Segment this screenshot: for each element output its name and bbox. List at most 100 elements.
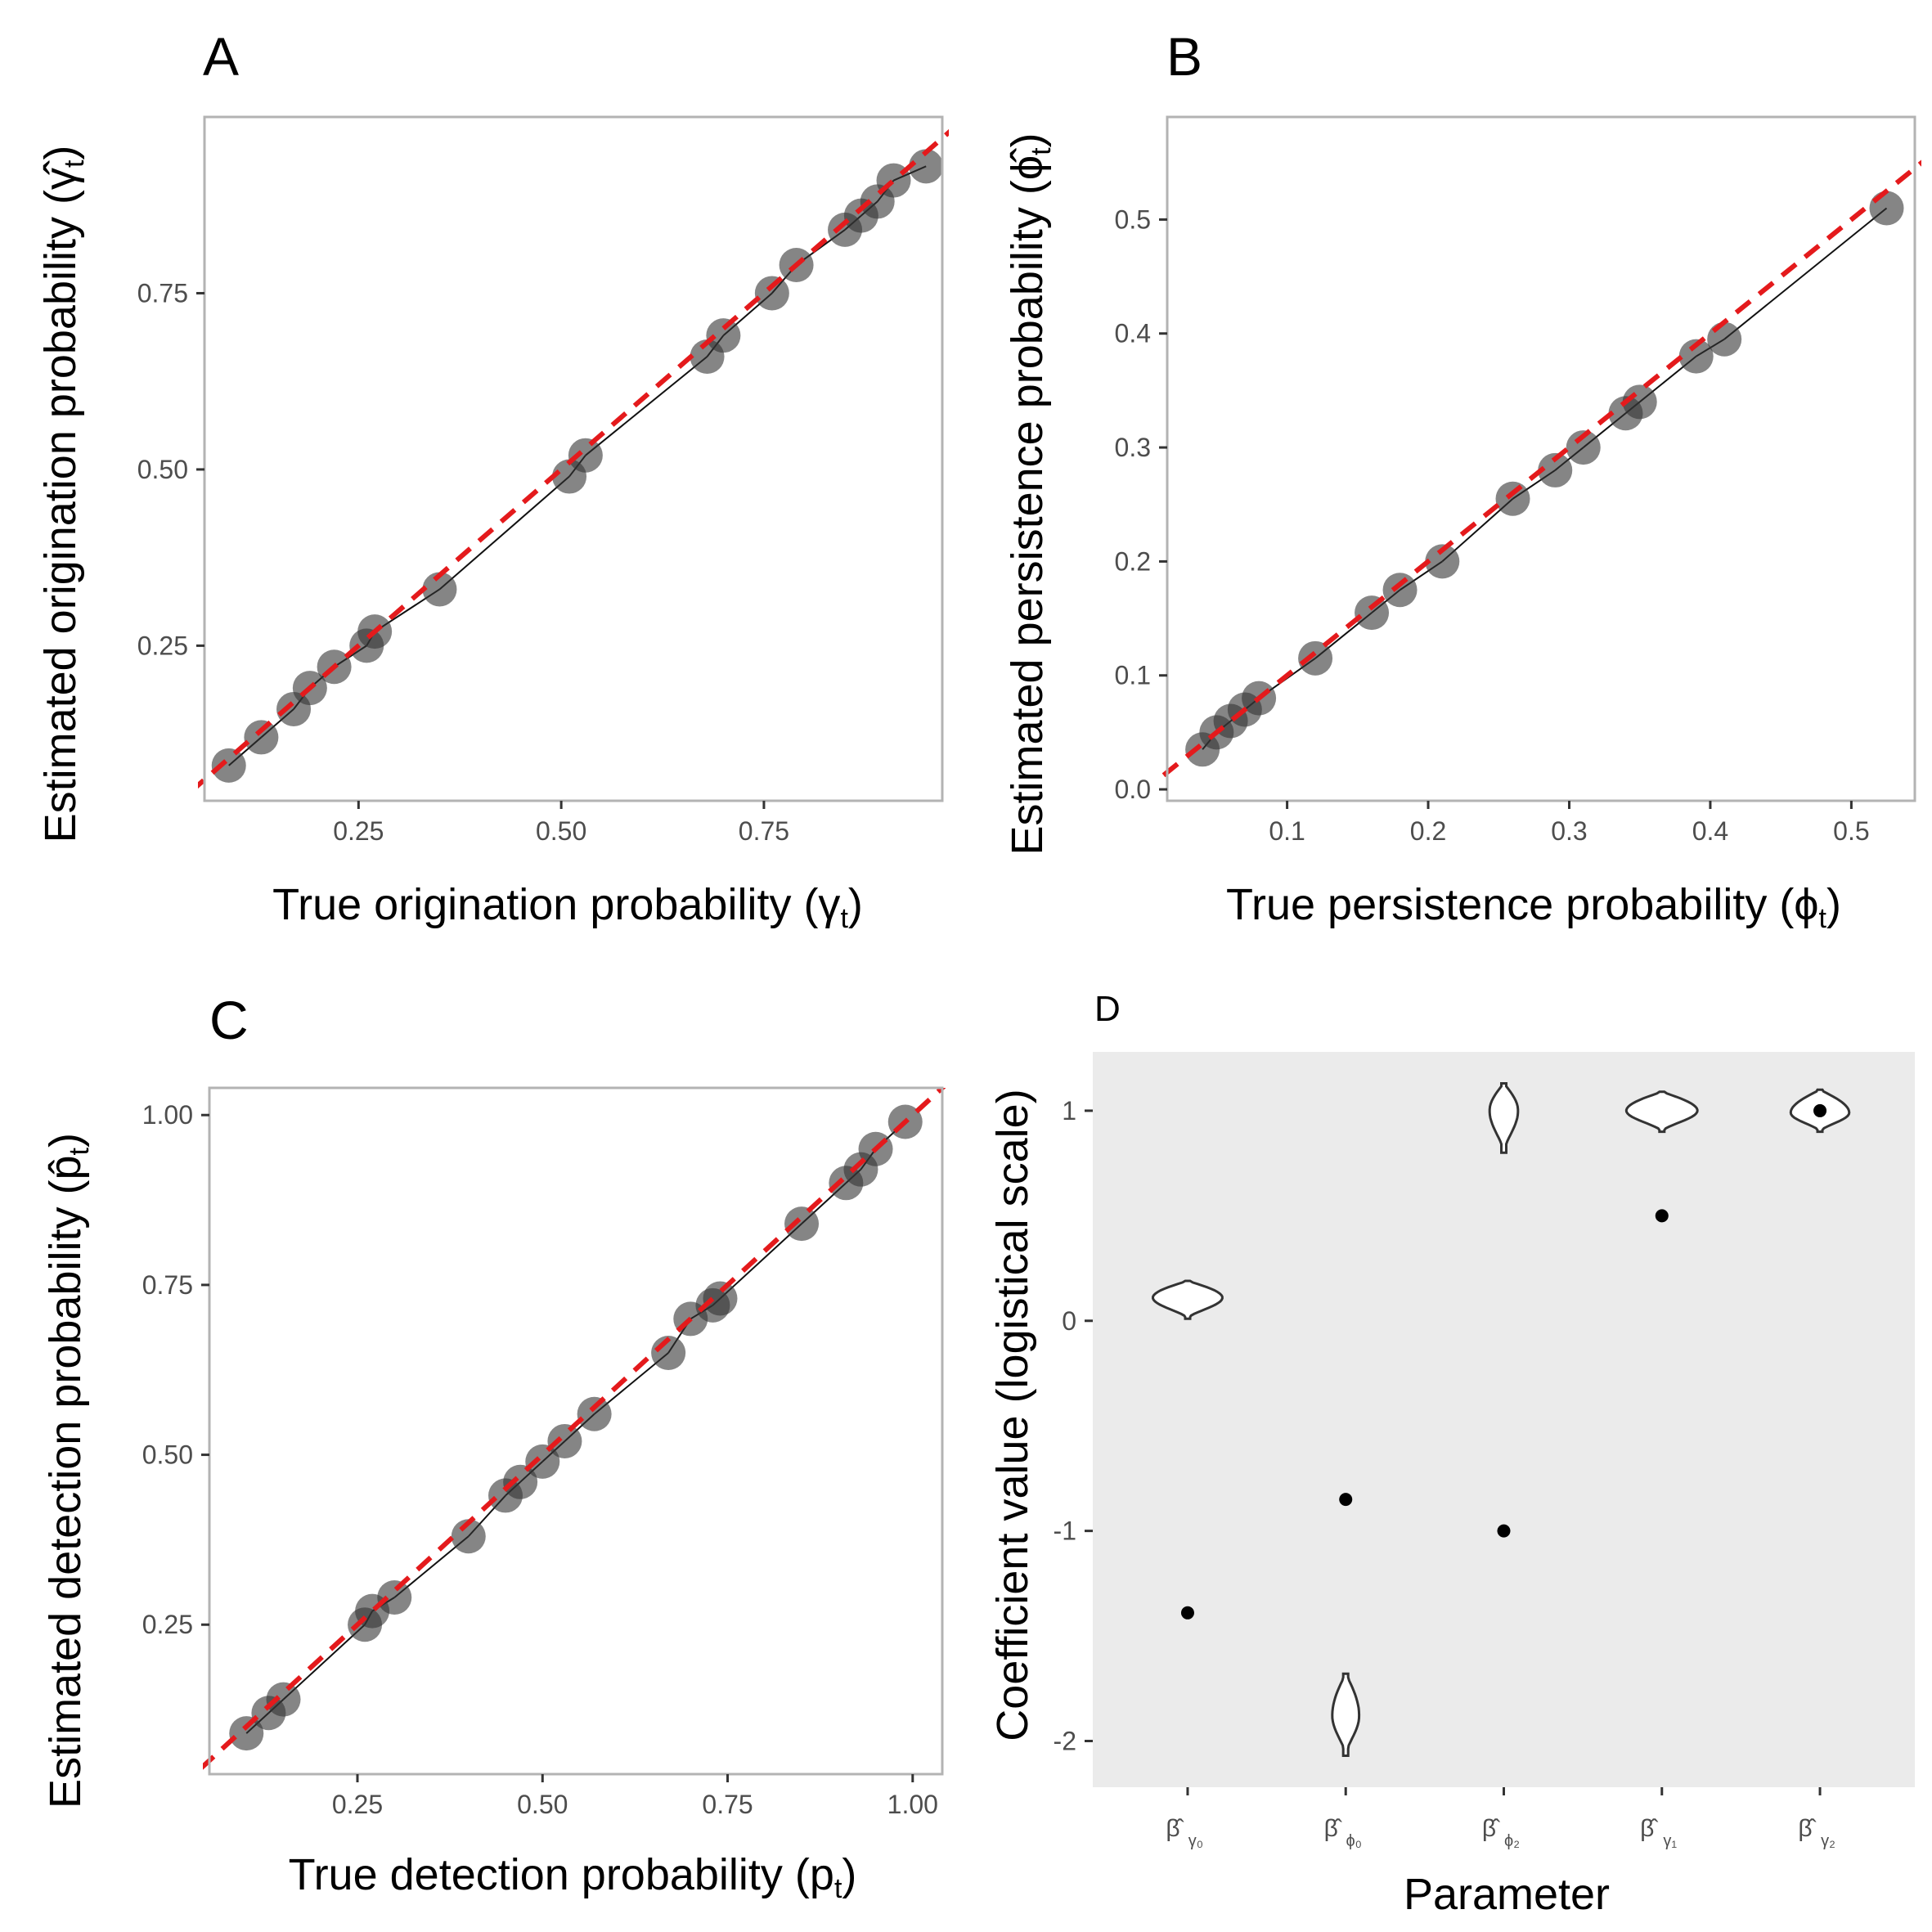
data-point <box>1538 452 1573 487</box>
fit-line-segment <box>1723 207 1888 340</box>
panel-c-data <box>203 1088 946 1770</box>
panel-c-ref-line-group <box>203 1088 946 1770</box>
data-point <box>547 1423 582 1458</box>
panel-label-a: A <box>203 26 239 87</box>
x-tick-label-subscript: γ₂ <box>1821 1832 1835 1850</box>
data-point <box>377 1580 412 1615</box>
panel-a-data <box>198 128 949 789</box>
panel-b: B 0.1 0.2 0.3 0.4 0.5 0.0 0.1 0.2 0.3 0.4 0.5 True… <box>1003 26 1921 934</box>
data-point <box>211 748 246 783</box>
y-tick-label: 0.25 <box>137 631 188 660</box>
panel-b-ref-line-group <box>1161 160 1921 781</box>
x-tick-label: 0.2 <box>1410 816 1446 846</box>
x-tick-label: β̂ <box>1482 1815 1500 1842</box>
data-point <box>1707 321 1742 357</box>
panel-d-background <box>1093 1052 1915 1787</box>
data-point <box>706 318 741 353</box>
violin <box>1488 1082 1520 1154</box>
x-tick-label-subscript: ϕ₀ <box>1346 1832 1362 1850</box>
panel-a-points <box>211 149 944 783</box>
panel-c-points <box>229 1104 923 1751</box>
true-value-point <box>1813 1103 1827 1117</box>
y-tick-label: 0.1 <box>1115 661 1151 690</box>
panel-label-d: D <box>1094 989 1121 1029</box>
panel-a-ref-line-group <box>198 128 949 789</box>
data-point <box>503 1464 538 1499</box>
y-tick-label: 0.3 <box>1115 433 1151 462</box>
data-point <box>266 1682 301 1717</box>
data-point <box>568 438 603 473</box>
y-tick-label: 0 <box>1062 1306 1076 1336</box>
fit-line-segment <box>282 1624 366 1701</box>
y-tick-label: -2 <box>1054 1726 1076 1755</box>
panel-d-y-axis-title: Coefficient value (logistical scale) <box>988 1089 1037 1741</box>
true-value-point <box>1497 1524 1511 1538</box>
x-tick-label-subscript: γ₀ <box>1188 1832 1203 1850</box>
x-tick-label: 1.00 <box>887 1790 938 1819</box>
y-tick-label: 0.5 <box>1115 204 1151 234</box>
y-tick-label: 0.75 <box>137 278 188 308</box>
x-tick-label: 0.75 <box>739 816 789 846</box>
fit-line-segment <box>438 475 570 591</box>
true-value-point <box>1655 1209 1669 1223</box>
panel-c-y-axis-title: Estimated detection probability (p̂t) <box>41 1133 95 1808</box>
x-tick-label: β̂ <box>1324 1815 1342 1842</box>
reference-line <box>1161 160 1921 781</box>
panel-b-axes: 0.1 0.2 0.3 0.4 0.5 0.0 0.1 0.2 0.3 0.4 0.5 <box>1115 204 1870 846</box>
y-tick-label: 0.4 <box>1115 319 1151 348</box>
data-point <box>909 149 944 184</box>
x-tick-label: 0.4 <box>1692 816 1728 846</box>
x-tick-label: 0.1 <box>1269 816 1305 846</box>
violin <box>1331 1672 1361 1757</box>
y-tick-label: 1.00 <box>142 1100 193 1130</box>
data-point <box>1566 430 1601 465</box>
y-tick-label: -1 <box>1054 1516 1076 1546</box>
y-tick-label: 0.25 <box>142 1610 193 1639</box>
panel-b-data <box>1161 160 1921 781</box>
reference-line <box>203 1088 946 1770</box>
y-tick-label: 0.75 <box>142 1270 193 1300</box>
data-point <box>784 1206 820 1242</box>
x-tick-label: 0.50 <box>517 1790 568 1819</box>
data-point <box>1678 339 1714 374</box>
data-point <box>1298 640 1333 676</box>
data-point <box>577 1396 612 1431</box>
data-point <box>1495 481 1530 516</box>
panel-d-x-axis-title: Parameter <box>1404 1870 1610 1919</box>
x-tick-label: 0.3 <box>1551 816 1587 846</box>
panel-b-points <box>1185 191 1904 767</box>
x-tick-label: 0.50 <box>536 816 586 846</box>
panel-a: A 0.25 0.50 0.75 0.25 0.50 0.75 True originat… <box>36 26 949 934</box>
data-point <box>1425 544 1460 579</box>
x-tick-label-subscript: ϕ₂ <box>1504 1832 1520 1850</box>
data-point <box>703 1281 738 1316</box>
panel-a-y-axis-title: Estimated origination probability (γ̂t) <box>36 146 90 843</box>
panel-b-frame <box>1166 115 1916 802</box>
panel-label-c: C <box>209 990 249 1050</box>
panel-b-y-axis-title: Estimated persistence probability (ϕ̂t) <box>1003 133 1057 855</box>
panel-b-x-axis-title: True persistence probability (ϕt) <box>1226 880 1841 934</box>
y-tick-label: 0.0 <box>1115 775 1151 804</box>
panel-c-axes: 0.25 0.50 0.75 1.00 0.25 0.50 0.75 1.00 <box>142 1100 938 1819</box>
panel-c: C 0.25 0.50 0.75 1.00 0.25 0.50 0.75 1.00 True … <box>41 990 946 1904</box>
fit-line-segment <box>585 356 708 456</box>
y-tick-label: 0.50 <box>137 455 188 484</box>
data-point <box>1869 191 1904 226</box>
violin <box>1624 1090 1699 1134</box>
x-tick-label: 0.25 <box>332 1790 383 1819</box>
panel-c-frame <box>208 1086 944 1776</box>
data-point <box>525 1444 560 1479</box>
x-tick-label-subscript: γ₁ <box>1663 1832 1677 1850</box>
x-tick-label: 0.5 <box>1833 816 1869 846</box>
reference-line <box>198 128 949 789</box>
x-tick-label: 0.25 <box>333 816 384 846</box>
true-value-point <box>1339 1493 1353 1507</box>
panel-a-frame <box>203 115 944 802</box>
y-tick-label: 1 <box>1062 1096 1076 1126</box>
fit-line-segment <box>719 1223 802 1300</box>
y-tick-label: 0.2 <box>1115 546 1151 576</box>
data-point <box>422 572 457 607</box>
data-point <box>1382 573 1418 608</box>
panel-label-b: B <box>1166 26 1202 87</box>
